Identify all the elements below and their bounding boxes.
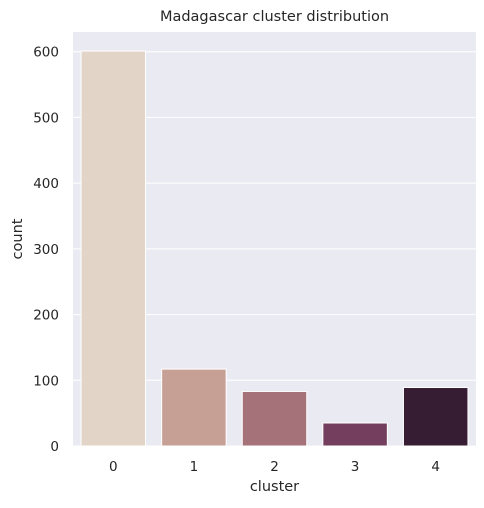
y-tick-label: 500 <box>33 110 59 126</box>
y-tick-label: 600 <box>33 45 59 61</box>
y-tick-label: 200 <box>33 308 59 324</box>
chart-title: Madagascar cluster distribution <box>160 9 389 25</box>
x-tick-label: 4 <box>431 459 440 475</box>
x-tick-label: 2 <box>270 459 279 475</box>
x-tick-labels: 0 1 2 3 4 <box>109 459 440 475</box>
y-tick-labels: 0 100 200 300 400 500 600 <box>33 45 59 455</box>
x-axis-label: cluster <box>250 479 299 495</box>
bar-cluster-4 <box>403 388 467 446</box>
bar-cluster-3 <box>323 423 387 446</box>
x-tick-label: 0 <box>109 459 118 475</box>
y-axis-label: count <box>10 218 26 259</box>
x-tick-label: 1 <box>190 459 199 475</box>
y-tick-label: 0 <box>50 439 59 455</box>
y-tick-label: 100 <box>33 373 59 389</box>
bar-cluster-0 <box>81 51 145 446</box>
y-tick-label: 300 <box>33 242 59 258</box>
bar-cluster-2 <box>242 391 306 446</box>
y-tick-label: 400 <box>33 176 59 192</box>
bar-cluster-1 <box>162 369 226 446</box>
x-tick-label: 3 <box>351 459 360 475</box>
